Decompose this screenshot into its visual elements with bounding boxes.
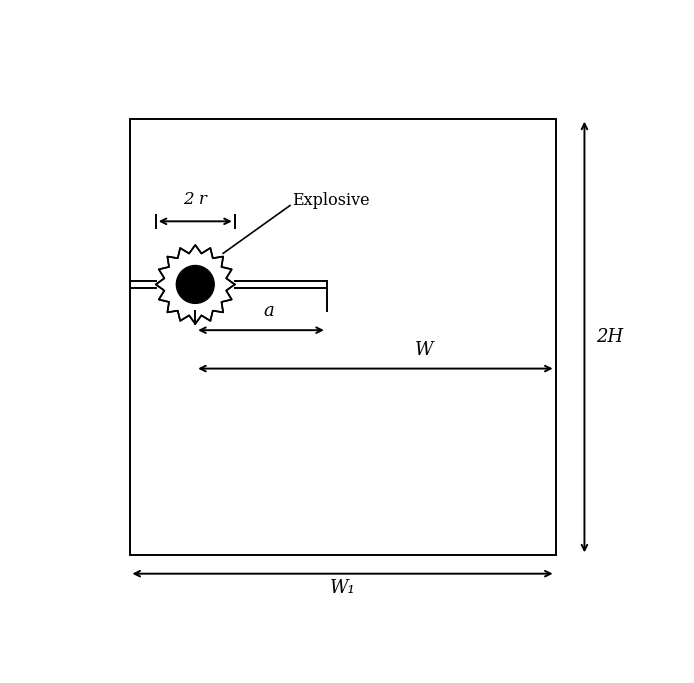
Text: W₁: W₁: [330, 579, 355, 597]
Circle shape: [176, 266, 214, 303]
Circle shape: [157, 246, 234, 323]
Bar: [130, 119, 555, 555]
Circle shape: [155, 245, 235, 324]
Text: 2H: 2H: [597, 328, 624, 346]
Text: Explosive: Explosive: [293, 192, 370, 209]
Text: W: W: [415, 341, 433, 359]
Text: 2 r: 2 r: [183, 191, 208, 208]
Text: a: a: [264, 302, 274, 320]
